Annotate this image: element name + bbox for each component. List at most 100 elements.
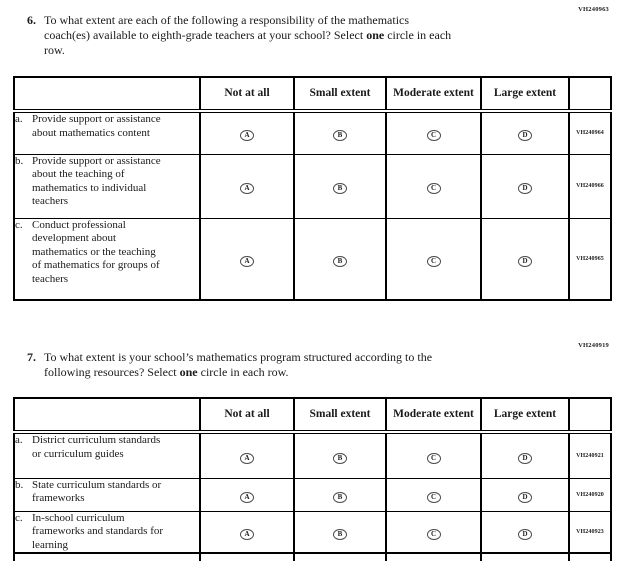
row-label-cell: a. Provide support or assistance about ma… <box>13 110 200 154</box>
q7-header-row: Not at all Small extent Moderate extent … <box>13 397 611 434</box>
cell-moderate-extent[interactable]: C <box>385 217 481 300</box>
row-label: District curriculum standards or curricu… <box>32 434 161 460</box>
option-circle-b[interactable]: B <box>333 255 347 267</box>
cell-not-at-all[interactable]: A <box>199 110 294 154</box>
cell-large-extent[interactable]: D <box>480 153 569 218</box>
row-label: Conduct professional development about m… <box>32 218 160 285</box>
q6-header-code-blank <box>568 76 611 113</box>
cell-small-extent[interactable]: B <box>293 110 386 154</box>
row-label-cell: a. District curriculum standards or curri… <box>13 431 200 478</box>
q7-col-small-extent: Small extent <box>293 397 386 434</box>
row-letter: c. <box>15 218 23 231</box>
option-circle-d[interactable]: D <box>518 183 532 194</box>
q6-line1: To what extent are each of the following… <box>44 13 410 27</box>
table-row: c. In-school curriculum frameworks and st… <box>13 510 611 553</box>
cell-small-extent[interactable]: B <box>293 431 386 478</box>
option-circle-c[interactable]: C <box>426 255 441 267</box>
row-label-cell: c. Conduct professional development about… <box>13 217 200 300</box>
option-circle-b[interactable]: B <box>333 183 347 194</box>
question-6-text: To what extent are each of the following… <box>44 13 451 58</box>
row-label-cell: b. Provide support or assistance about th… <box>13 153 200 218</box>
cell-not-at-all[interactable]: A <box>199 510 294 553</box>
option-circle-c[interactable]: C <box>426 183 441 194</box>
option-circle-d[interactable]: D <box>518 452 532 464</box>
cell-large-extent[interactable]: D <box>480 110 569 154</box>
cell-small-extent[interactable]: B <box>293 153 386 218</box>
option-circle-d[interactable]: D <box>518 491 532 503</box>
row-letter: b. <box>15 478 24 491</box>
cell-moderate-extent[interactable]: C <box>385 110 481 154</box>
row-code: VH240920 <box>568 477 611 511</box>
option-circle-a[interactable]: A <box>240 130 254 142</box>
row-letter: a. <box>15 113 23 125</box>
question-7-text: To what extent is your school’s mathemat… <box>44 350 432 380</box>
q6-line2-pre: coach(es) available to eighth-grade teac… <box>44 28 367 42</box>
row-letter: c. <box>15 511 23 524</box>
option-circle-b[interactable]: B <box>333 452 347 464</box>
cell-not-at-all[interactable]: A <box>199 431 294 478</box>
stub-cell <box>568 552 611 561</box>
row-label: State curriculum standards or frameworks <box>32 478 162 504</box>
stub-cell <box>480 552 569 561</box>
table-row: a. Provide support or assistance about ma… <box>13 110 611 154</box>
q7-col-not-at-all: Not at all <box>199 397 294 434</box>
option-circle-a[interactable]: A <box>240 255 254 267</box>
option-circle-b[interactable]: B <box>333 491 347 503</box>
option-circle-d[interactable]: D <box>518 130 532 142</box>
cell-large-extent[interactable]: D <box>480 431 569 478</box>
q6-header-row: Not at all Small extent Moderate extent … <box>13 76 611 113</box>
stub-cell <box>13 552 200 561</box>
cell-moderate-extent[interactable]: C <box>385 431 481 478</box>
row-label: Provide support or assistance about the … <box>32 154 161 207</box>
option-circle-c[interactable]: C <box>426 528 441 540</box>
q6-bold-word: one <box>366 28 385 42</box>
table-row: b. State curriculum standards or framewor… <box>13 477 611 511</box>
option-circle-a[interactable]: A <box>240 452 254 464</box>
table-row: c. Conduct professional development about… <box>13 217 611 300</box>
row-code: VH240964 <box>568 110 611 154</box>
option-circle-a[interactable]: A <box>240 528 254 540</box>
cell-moderate-extent[interactable]: C <box>385 510 481 553</box>
cell-moderate-extent[interactable]: C <box>385 153 481 218</box>
q6-response-table: Not at all Small extent Moderate extent … <box>13 76 612 301</box>
q7-bold-word: one <box>179 365 198 379</box>
cell-large-extent[interactable]: D <box>480 510 569 553</box>
option-circle-c[interactable]: C <box>426 491 441 503</box>
q6-line3: row. <box>44 43 65 57</box>
row-label-cell: c. In-school curriculum frameworks and st… <box>13 510 200 553</box>
question-6-code: VH240963 <box>578 6 609 13</box>
cell-large-extent[interactable]: D <box>480 477 569 511</box>
q7-line2-post: circle in each row. <box>197 365 289 379</box>
row-code: VH240921 <box>568 431 611 478</box>
question-7: 7. To what extent is your school’s mathe… <box>27 350 557 380</box>
table-row: a. District curriculum standards or curri… <box>13 431 611 478</box>
cutoff-row-stub <box>13 552 611 561</box>
q7-col-moderate-extent: Moderate extent <box>385 397 481 434</box>
cell-small-extent[interactable]: B <box>293 477 386 511</box>
cell-small-extent[interactable]: B <box>293 217 386 300</box>
q7-line1: To what extent is your school’s mathemat… <box>44 350 433 364</box>
q7-header-code-blank <box>568 397 611 434</box>
option-circle-b[interactable]: B <box>333 528 347 540</box>
option-circle-b[interactable]: B <box>333 130 347 142</box>
row-letter: b. <box>15 154 24 167</box>
row-label: Provide support or assistance about math… <box>32 113 161 139</box>
row-label: In-school curriculum frameworks and stan… <box>32 511 164 551</box>
question-7-code: VH240919 <box>578 342 609 349</box>
option-circle-c[interactable]: C <box>426 452 441 464</box>
stub-cell <box>385 552 481 561</box>
cell-moderate-extent[interactable]: C <box>385 477 481 511</box>
q6-col-large-extent: Large extent <box>480 76 569 113</box>
cell-not-at-all[interactable]: A <box>199 477 294 511</box>
option-circle-a[interactable]: A <box>240 491 254 503</box>
cell-not-at-all[interactable]: A <box>199 153 294 218</box>
stub-cell <box>199 552 294 561</box>
option-circle-d[interactable]: D <box>518 528 532 540</box>
cell-small-extent[interactable]: B <box>293 510 386 553</box>
option-circle-a[interactable]: A <box>240 183 254 194</box>
cell-not-at-all[interactable]: A <box>199 217 294 300</box>
cell-large-extent[interactable]: D <box>480 217 569 300</box>
option-circle-c[interactable]: C <box>426 130 441 142</box>
option-circle-d[interactable]: D <box>518 255 532 267</box>
